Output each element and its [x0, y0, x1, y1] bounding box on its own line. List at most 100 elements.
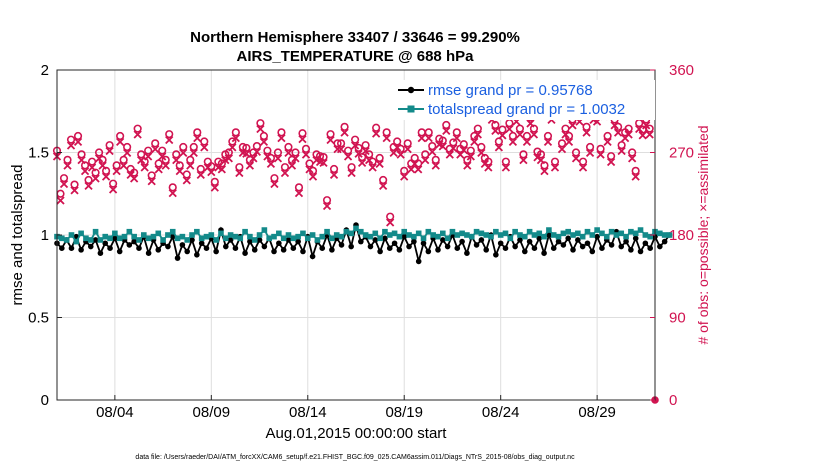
totalspread-point [657, 230, 663, 237]
rmse-point [242, 250, 248, 256]
obs-possible-point [119, 155, 128, 164]
obs-assimilated-point [98, 161, 107, 170]
obs-assimilated-point [210, 183, 219, 192]
obs-possible-point [424, 128, 433, 137]
totalspread-point [560, 230, 567, 237]
y2-tick-label: 360 [669, 62, 694, 79]
rmse-point [517, 237, 523, 243]
rmse-point [169, 233, 176, 240]
obs-possible-point [235, 163, 244, 172]
obs-possible-point [80, 161, 90, 170]
totalspread-point [121, 233, 128, 240]
obs-assimilated-point [596, 150, 605, 159]
obs-assimilated-point [130, 174, 139, 183]
obs-possible-point [151, 139, 160, 148]
obs-assimilated-point [140, 163, 149, 172]
obs-assimilated-point [326, 135, 335, 145]
rmse-point [329, 247, 335, 253]
obs-possible-point [217, 159, 226, 168]
totalspread-point [102, 233, 109, 240]
obs-assimilated-point [329, 170, 339, 179]
rmse-point [382, 235, 388, 242]
obs-assimilated-point [452, 134, 461, 143]
obs-possible-point [347, 163, 356, 172]
obs-possible-point [614, 122, 623, 131]
totalspread-point [314, 237, 321, 243]
obs-possible-point [231, 128, 240, 137]
totalspread-point [401, 228, 408, 235]
obs-assimilated-point [200, 143, 209, 152]
obs-possible-point [196, 164, 205, 174]
obs-assimilated-point [133, 130, 142, 139]
totalspread-point [584, 228, 591, 235]
rmse-point [440, 237, 446, 243]
totalspread-point [295, 233, 301, 240]
rmse-point [136, 245, 142, 251]
obs-assimilated-point [284, 148, 293, 157]
totalspread-point [541, 233, 547, 240]
obs-assimilated-point [361, 146, 370, 156]
obs-possible-point [403, 139, 412, 148]
obs-possible-point [77, 150, 86, 159]
rmse-point [435, 247, 441, 253]
rmse-point [367, 243, 374, 250]
totalspread-point [570, 232, 576, 238]
obs-assimilated-point [557, 145, 567, 154]
y-tick-label: 1.5 [28, 145, 49, 162]
totalspread-point [194, 228, 200, 235]
obs-possible-point [63, 155, 72, 164]
x-tick-label: 08/19 [385, 404, 423, 421]
rmse-point [521, 248, 528, 255]
obs-possible-point [273, 148, 283, 157]
legend-box [393, 80, 655, 120]
obs-assimilated-point [151, 145, 160, 154]
obs-assimilated-point [364, 156, 374, 165]
rmse-point [372, 237, 379, 243]
obs-assimilated-point [301, 150, 311, 159]
rmse-point [396, 247, 403, 253]
rmse-point [579, 243, 586, 250]
obs-possible-point [382, 128, 391, 137]
rmse-point [661, 238, 668, 245]
rmse-point [179, 242, 186, 248]
totalspread-point [425, 228, 432, 235]
obs-assimilated-point [449, 144, 458, 153]
totalspread-point [174, 235, 181, 242]
rmse-point [570, 247, 576, 253]
obs-assimilated-point [266, 159, 276, 168]
obs-possible-point [329, 164, 339, 174]
obs-assimilated-point [561, 130, 570, 139]
totalspread-point [285, 232, 292, 238]
totalspread-point [575, 230, 581, 237]
totalspread-point [136, 237, 142, 243]
totalspread-point [579, 233, 586, 240]
obs-possible-point [305, 159, 314, 168]
totalspread-point [73, 238, 80, 245]
obs-assimilated-point [322, 201, 332, 211]
obs-assimilated-point [235, 168, 244, 178]
totalspread-point [92, 228, 99, 235]
totalspread-point [444, 235, 451, 242]
rmse-point [256, 237, 263, 243]
legend-spread-label: totalspread grand pr = 1.0032 [428, 101, 625, 118]
obs-possible-point [515, 124, 525, 133]
obs-assimilated-point [424, 134, 433, 143]
obs-assimilated-point [519, 156, 528, 165]
totalspread-point [449, 228, 456, 235]
obs-assimilated-point [536, 156, 546, 165]
totalspread-point [531, 232, 538, 238]
chart-title-line-1: Northern Hemisphere 33407 / 33646 = 99.2… [190, 29, 520, 46]
rmse-point [565, 235, 571, 242]
obs-possible-point [277, 128, 286, 137]
obs-assimilated-point [438, 142, 447, 151]
totalspread-point [358, 228, 364, 235]
totalspread-point [112, 230, 118, 237]
obs-possible-point [70, 180, 79, 189]
rmse-point [300, 248, 306, 255]
data-file-footnote: data file: /Users/raeder/DAI/ATM_forcXX/… [135, 454, 575, 461]
obs-assimilated-point [540, 167, 549, 176]
obs-assimilated-point [73, 137, 83, 146]
rmse-point [391, 240, 398, 247]
obs-possible-point [280, 163, 290, 172]
x-tick-label: 08/04 [96, 404, 134, 421]
